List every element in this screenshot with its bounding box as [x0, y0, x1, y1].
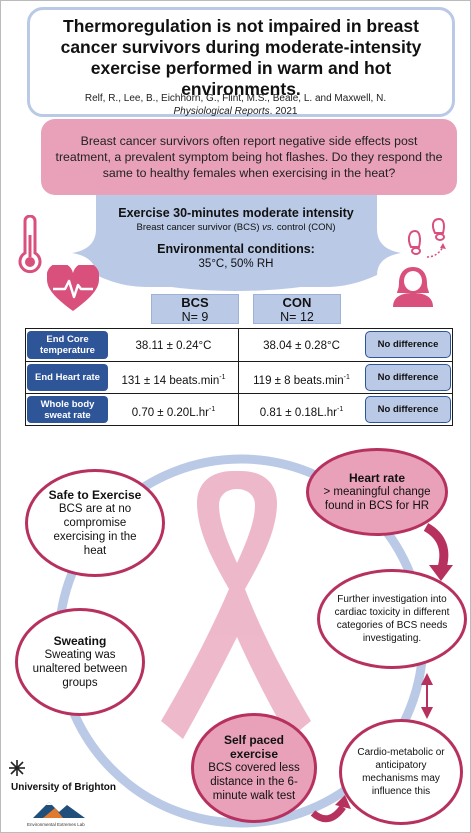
finding-cardio-metabolic: Cardio-metabolic or anticipatory mechani…: [339, 719, 463, 825]
lab-logo-text: Environmental Extremes Lab: [27, 822, 85, 827]
exercise-title: Exercise 30-minutes moderate intensity: [118, 206, 354, 220]
mountain-logo-icon: [31, 796, 87, 821]
finding-body: Cardio-metabolic or anticipatory mechani…: [357, 747, 445, 797]
result-core-temp: No difference: [365, 331, 451, 358]
arrow-icon: [423, 523, 449, 573]
journal-name: Physiological Reports: [173, 106, 270, 117]
table-line: [238, 328, 239, 426]
thermometer-icon: [18, 215, 42, 274]
finding-body: BCS covered less distance in the 6-minut…: [208, 762, 300, 802]
finding-body: Further investigation into cardiac toxic…: [334, 594, 450, 644]
star-logo-icon: [9, 760, 25, 776]
cell-bcs-core-temp: 38.11 ± 0.24°C: [135, 340, 212, 352]
page-title: Thermoregulation is not impaired in brea…: [60, 16, 422, 99]
finding-title: Heart rate: [348, 471, 406, 485]
group-con: CON N= 12: [253, 294, 341, 324]
heart-rate-icon: [47, 265, 99, 311]
research-question: Breast cancer survivors often report neg…: [41, 119, 457, 195]
authors: Relf, R., Lee, B., Eichhorn, G., Flint, …: [84, 93, 387, 104]
result-sweat-rate: No difference: [365, 396, 451, 423]
arrow-icon: [310, 804, 346, 823]
group-name: BCS: [181, 295, 209, 310]
title-card: Thermoregulation is not impaired in brea…: [27, 7, 455, 117]
row-label-core-temp: End Core temperature: [27, 331, 108, 359]
footprints-icon: [407, 217, 446, 258]
finding-title: Sweating: [53, 634, 107, 648]
finding-safe-to-exercise: Safe to Exercise BCS are at no compromis…: [25, 469, 165, 577]
cell-con-heart-rate: 119 ± 8 beats.min-1: [253, 374, 350, 387]
cell-bcs-sweat-rate: 0.70 ± 0.20L.hr-1: [131, 406, 216, 419]
finding-heart-rate: Heart rate > meaningful change found in …: [306, 448, 448, 536]
finding-body: Sweating was unaltered between groups: [32, 649, 128, 689]
result-heart-rate: No difference: [365, 364, 451, 391]
arrow-icon: [429, 565, 453, 581]
finding-title: Safe to Exercise: [48, 488, 142, 502]
table-line: [452, 328, 453, 426]
group-name: CON: [282, 295, 312, 310]
group-n: N= 9: [181, 310, 209, 324]
exercise-subtitle: Breast cancer survivor (BCS) vs. control…: [136, 222, 336, 233]
finding-self-paced-exercise: Self paced exercise BCS covered less dis…: [191, 713, 317, 823]
finding-body: BCS are at no compromise exercising in t…: [53, 503, 137, 557]
finding-title: Self paced exercise: [223, 733, 285, 761]
group-n: N= 12: [280, 310, 314, 324]
cell-con-core-temp: 38.04 ± 0.28°C: [263, 340, 340, 352]
journal-year: . 2021: [269, 106, 298, 117]
row-label-sweat-rate: Whole body sweat rate: [27, 396, 108, 423]
cell-bcs-heart-rate: 131 ± 14 beats.min-1: [121, 374, 226, 387]
environment-value: 35°C, 50% RH: [198, 258, 274, 270]
group-bcs: BCS N= 9: [151, 294, 239, 324]
exercise-funnel: [72, 195, 401, 291]
university-logo-text: University of Brighton: [11, 782, 117, 793]
finding-body: > meaningful change found in BCS for HR: [323, 486, 431, 512]
environment-title: Environmental conditions:: [157, 242, 315, 256]
cell-con-sweat-rate: 0.81 ± 0.18L.hr-1: [259, 406, 344, 419]
breast-cancer-ribbon-icon: [161, 471, 311, 739]
finding-sweating: Sweating Sweating was unaltered between …: [15, 608, 145, 716]
row-label-heart-rate: End Heart rate: [27, 364, 108, 391]
finding-further-investigation: Further investigation into cardiac toxic…: [317, 569, 467, 669]
table-line: [25, 328, 26, 426]
female-avatar-icon: [393, 267, 433, 307]
journal-citation: Physiological Reports. 2021: [1, 106, 470, 118]
